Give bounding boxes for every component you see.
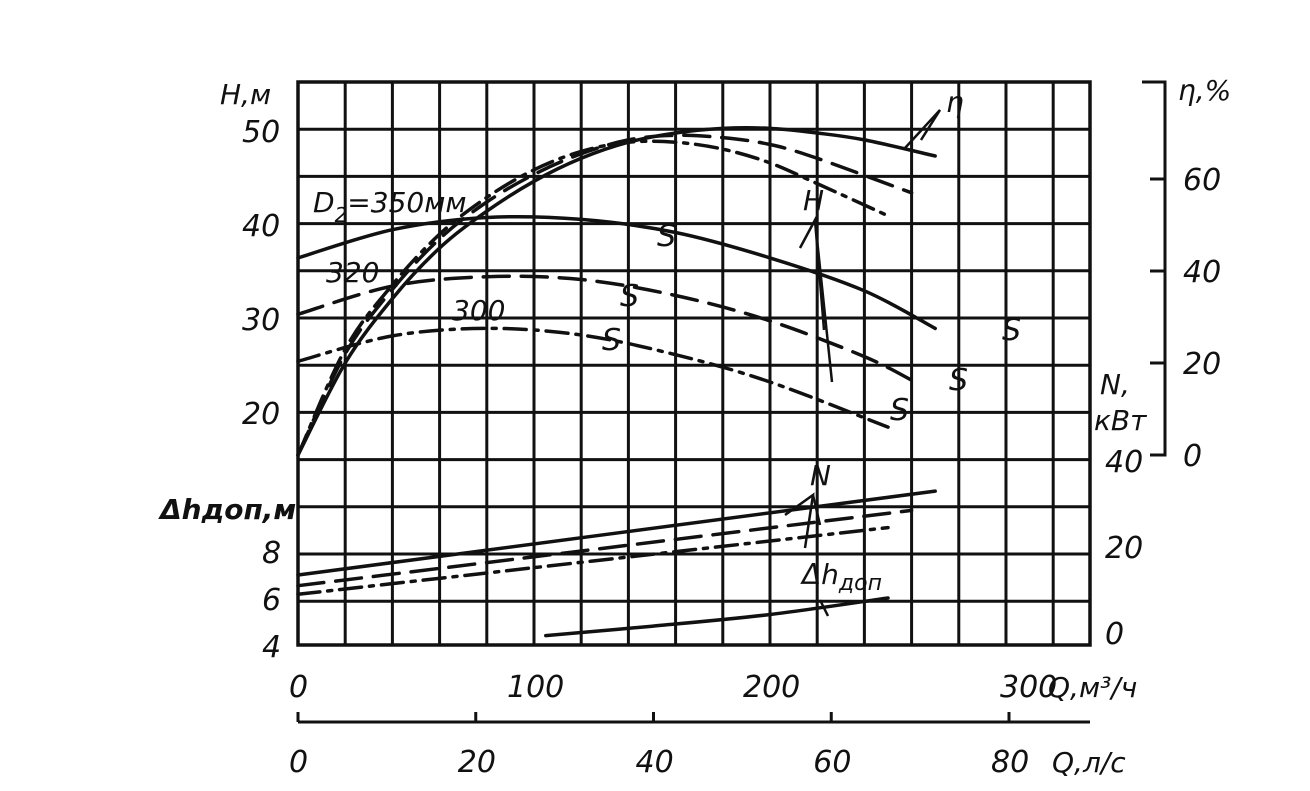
flow-ls-tick-label: 60 <box>813 745 851 780</box>
head-curve-label: H <box>803 184 824 217</box>
npsh-letter: Δh <box>800 558 839 591</box>
flow-m3h-tick-label: 200 <box>743 670 800 705</box>
curve-h320 <box>296 274 914 382</box>
npsh-tick-label: 6 <box>262 583 281 618</box>
y-axis-power-unit: кВт <box>1094 404 1147 437</box>
flow-ls-tick-label: 40 <box>636 745 674 780</box>
curve-npsh <box>544 596 890 638</box>
head-tick-label: 30 <box>242 303 280 338</box>
power-curve-label: N <box>810 459 831 492</box>
d2-300-label: 300 <box>452 294 505 327</box>
npsh-tick-label: 8 <box>262 536 281 571</box>
flow-ls-tick-label: 20 <box>458 745 496 780</box>
plot-frame <box>296 80 1092 647</box>
curve-point-marker: S <box>890 393 909 428</box>
flow-ls-tick-label: 0 <box>289 745 308 780</box>
npsh-curve-label: Δhдоп <box>800 558 882 596</box>
annotation-leader-line <box>904 109 942 149</box>
curve-eta320 <box>296 133 914 457</box>
chart-curves <box>296 109 942 638</box>
y-axis-efficiency-label: η,% <box>1178 74 1231 107</box>
efficiency-axis-line <box>1142 80 1167 457</box>
efficiency-tick-label: 20 <box>1183 347 1221 382</box>
npsh-tick-label: 4 <box>262 630 281 665</box>
efficiency-tick-label: 40 <box>1183 255 1221 290</box>
curve-n320 <box>296 508 914 588</box>
power-tick-label: 0 <box>1105 617 1124 652</box>
power-tick-label: 40 <box>1105 445 1143 480</box>
curve-n300 <box>296 525 890 597</box>
y-axis-head-label: H,м <box>220 78 271 111</box>
d2-letter: D <box>313 186 335 219</box>
annotation-leader-line <box>818 599 830 617</box>
flow-ls-tick-label: 80 <box>991 745 1029 780</box>
npsh-subscript: доп <box>838 571 882 596</box>
curve-point-marker: S <box>602 323 621 358</box>
efficiency-curve-label: η <box>946 86 964 119</box>
d2-350-label: D2=350мм <box>313 186 466 227</box>
y-axis-power-label: N, <box>1100 368 1130 401</box>
x-axis-label: Q,м³/ч <box>1048 671 1137 704</box>
x-axis-secondary-label: Q,л/с <box>1052 746 1126 779</box>
curve-point-marker: S <box>949 363 968 398</box>
curve-n350 <box>296 489 937 577</box>
annotation-leader-line <box>813 219 834 383</box>
flow-m3h-tick-label: 0 <box>289 670 308 705</box>
head-tick-label: 40 <box>242 209 280 244</box>
curve-point-marker: S <box>620 279 639 314</box>
d2-subscript: 2 <box>335 203 348 227</box>
curve-h350 <box>296 214 937 331</box>
flow-m3h-tick-label: 300 <box>1000 670 1057 705</box>
curve-point-marker: S <box>657 219 676 254</box>
flow-m3h-tick-label: 100 <box>507 670 564 705</box>
d2-value: =350мм <box>347 186 466 219</box>
curve-eta350 <box>296 126 937 457</box>
curve-eta300 <box>296 139 890 457</box>
curve-h300 <box>296 326 890 429</box>
curve-point-marker: S <box>1002 313 1021 348</box>
annotation-leader-line <box>811 494 822 526</box>
d2-320-label: 320 <box>326 256 379 289</box>
efficiency-tick-label: 0 <box>1183 439 1202 474</box>
head-tick-label: 50 <box>242 115 280 150</box>
head-tick-label: 20 <box>242 397 280 432</box>
chart-grid <box>296 80 1092 647</box>
power-tick-label: 20 <box>1105 531 1143 566</box>
efficiency-tick-label: 60 <box>1183 163 1221 198</box>
y-axis-npsh-label: Δhдоп,м <box>158 493 296 526</box>
